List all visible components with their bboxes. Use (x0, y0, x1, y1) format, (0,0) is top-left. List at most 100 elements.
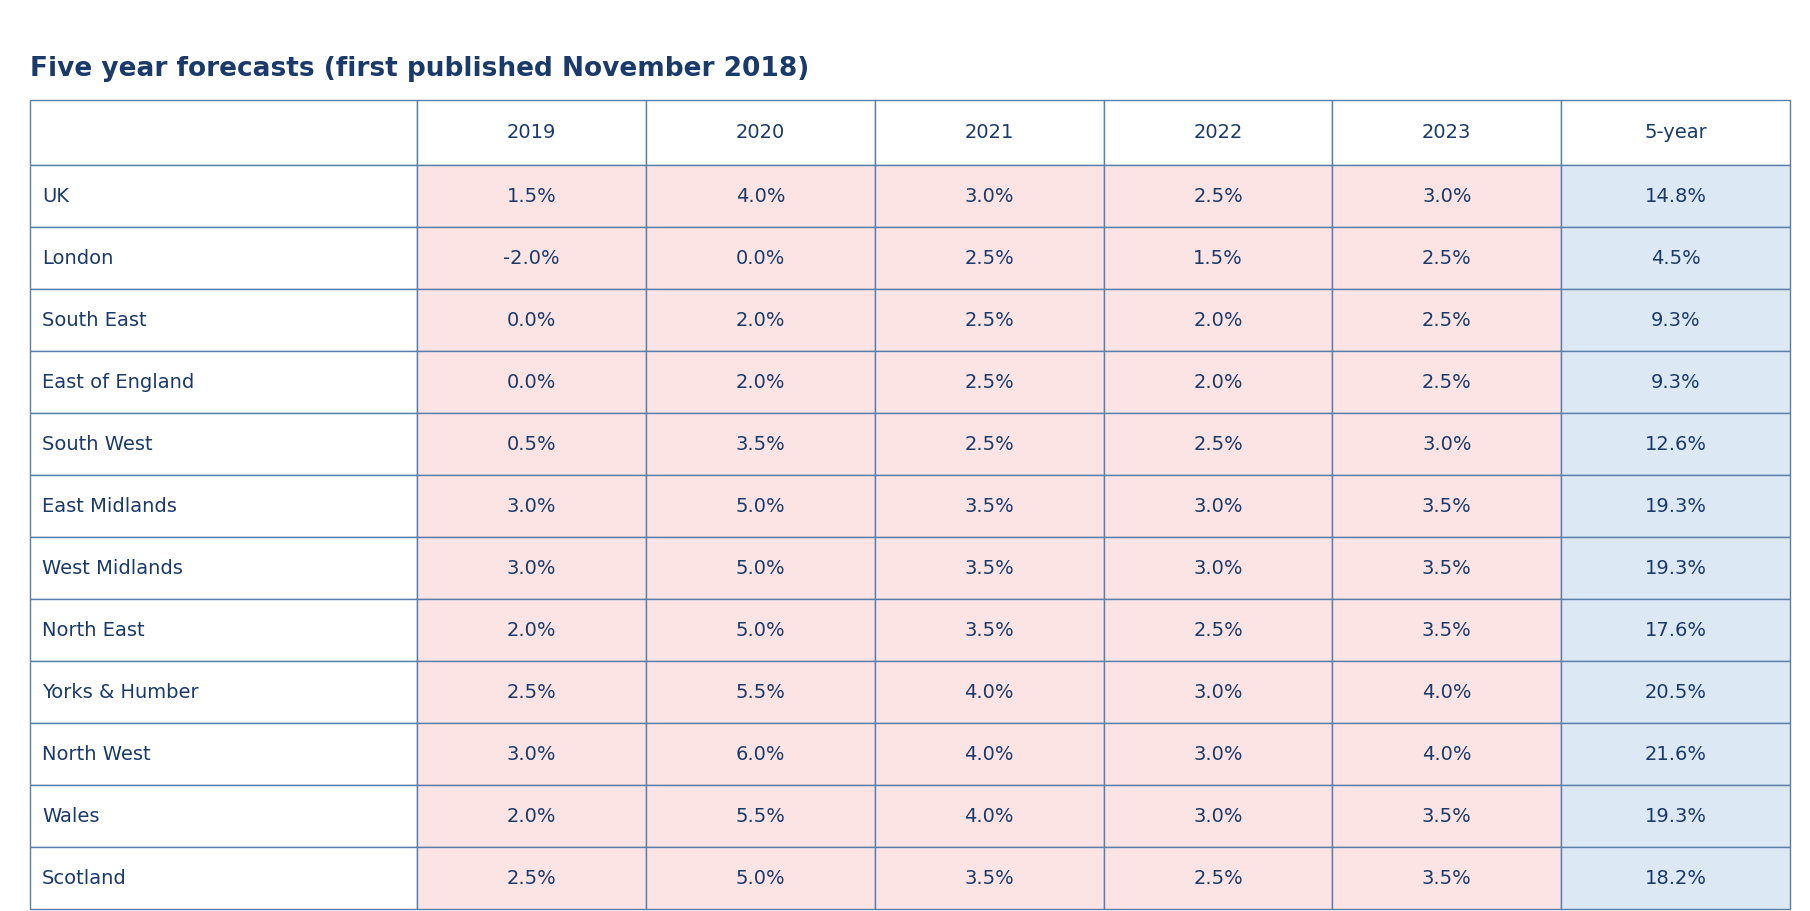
Text: 3.5%: 3.5% (965, 558, 1014, 578)
Text: UK: UK (42, 187, 69, 206)
Text: 3.5%: 3.5% (1423, 558, 1472, 578)
Text: 3.0%: 3.0% (1193, 744, 1243, 763)
Text: 5.5%: 5.5% (735, 806, 786, 825)
Text: Wales: Wales (42, 806, 100, 825)
Text: South West: South West (42, 435, 152, 454)
Bar (1104, 475, 1332, 537)
Bar (1104, 599, 1332, 661)
Bar (646, 351, 874, 413)
Text: 2.0%: 2.0% (507, 806, 556, 825)
Text: 4.5%: 4.5% (1651, 249, 1700, 268)
Text: 0.0%: 0.0% (507, 373, 556, 392)
Bar (1562, 289, 1790, 351)
Bar (646, 100, 874, 165)
Text: 5.0%: 5.0% (735, 496, 786, 516)
Bar (874, 723, 1104, 785)
Bar (874, 351, 1104, 413)
Bar (874, 537, 1104, 599)
Bar (1332, 227, 1562, 289)
Bar (31, 599, 416, 661)
Text: 2019: 2019 (507, 123, 556, 142)
Text: West Midlands: West Midlands (42, 558, 183, 578)
Bar (31, 165, 416, 227)
Text: South East: South East (42, 311, 147, 330)
Text: 5.0%: 5.0% (735, 620, 786, 640)
Bar (1104, 661, 1332, 723)
Bar (1332, 599, 1562, 661)
Bar (416, 785, 646, 847)
Bar (1332, 785, 1562, 847)
Bar (646, 785, 874, 847)
Text: East of England: East of England (42, 373, 194, 392)
Text: Five year forecasts (first published November 2018): Five year forecasts (first published Nov… (31, 56, 809, 82)
Text: 21.6%: 21.6% (1645, 744, 1707, 763)
Text: 3.5%: 3.5% (965, 868, 1014, 887)
Bar (416, 351, 646, 413)
Text: 2.0%: 2.0% (1193, 311, 1243, 330)
Text: 20.5%: 20.5% (1645, 682, 1707, 701)
Text: 0.5%: 0.5% (507, 435, 556, 454)
Bar (1104, 289, 1332, 351)
Bar (31, 475, 416, 537)
Bar (31, 723, 416, 785)
Bar (1332, 847, 1562, 909)
Text: 18.2%: 18.2% (1645, 868, 1707, 887)
Bar (31, 847, 416, 909)
Bar (1104, 351, 1332, 413)
Bar (31, 289, 416, 351)
Bar (646, 475, 874, 537)
Bar (1562, 537, 1790, 599)
Text: 19.3%: 19.3% (1645, 496, 1707, 516)
Text: 2.5%: 2.5% (965, 311, 1014, 330)
Text: 2.0%: 2.0% (735, 311, 786, 330)
Bar (874, 785, 1104, 847)
Text: Scotland: Scotland (42, 868, 127, 887)
Text: London: London (42, 249, 114, 268)
Text: 3.5%: 3.5% (735, 435, 786, 454)
Bar (31, 661, 416, 723)
Bar (646, 599, 874, 661)
Bar (1332, 100, 1562, 165)
Bar (1104, 413, 1332, 475)
Text: 19.3%: 19.3% (1645, 806, 1707, 825)
Bar (646, 289, 874, 351)
Text: 3.0%: 3.0% (1193, 558, 1243, 578)
Bar (1104, 537, 1332, 599)
Text: 3.0%: 3.0% (507, 744, 556, 763)
Text: 3.0%: 3.0% (1423, 187, 1472, 206)
Bar (416, 165, 646, 227)
Bar (416, 723, 646, 785)
Bar (646, 165, 874, 227)
Bar (1562, 599, 1790, 661)
Text: 4.0%: 4.0% (1423, 744, 1472, 763)
Bar (416, 599, 646, 661)
Bar (416, 537, 646, 599)
Text: 0.0%: 0.0% (735, 249, 786, 268)
Bar (1332, 413, 1562, 475)
Bar (874, 165, 1104, 227)
Text: 9.3%: 9.3% (1651, 373, 1700, 392)
Text: 3.5%: 3.5% (1423, 868, 1472, 887)
Text: Yorks & Humber: Yorks & Humber (42, 682, 199, 701)
Bar (416, 475, 646, 537)
Bar (31, 413, 416, 475)
Text: 2.5%: 2.5% (965, 249, 1014, 268)
Bar (1332, 661, 1562, 723)
Text: North East: North East (42, 620, 145, 640)
Text: 3.0%: 3.0% (965, 187, 1014, 206)
Text: 4.0%: 4.0% (965, 744, 1014, 763)
Text: 2.5%: 2.5% (507, 868, 556, 887)
Bar (1562, 723, 1790, 785)
Text: 4.0%: 4.0% (1423, 682, 1472, 701)
Bar (31, 537, 416, 599)
Text: 5.0%: 5.0% (735, 868, 786, 887)
Text: 2.5%: 2.5% (965, 435, 1014, 454)
Text: 3.0%: 3.0% (1193, 496, 1243, 516)
Bar (31, 100, 416, 165)
Text: 2.5%: 2.5% (1193, 620, 1243, 640)
Bar (874, 100, 1104, 165)
Bar (874, 847, 1104, 909)
Text: 14.8%: 14.8% (1645, 187, 1707, 206)
Text: 19.3%: 19.3% (1645, 558, 1707, 578)
Text: 2.5%: 2.5% (1423, 311, 1472, 330)
